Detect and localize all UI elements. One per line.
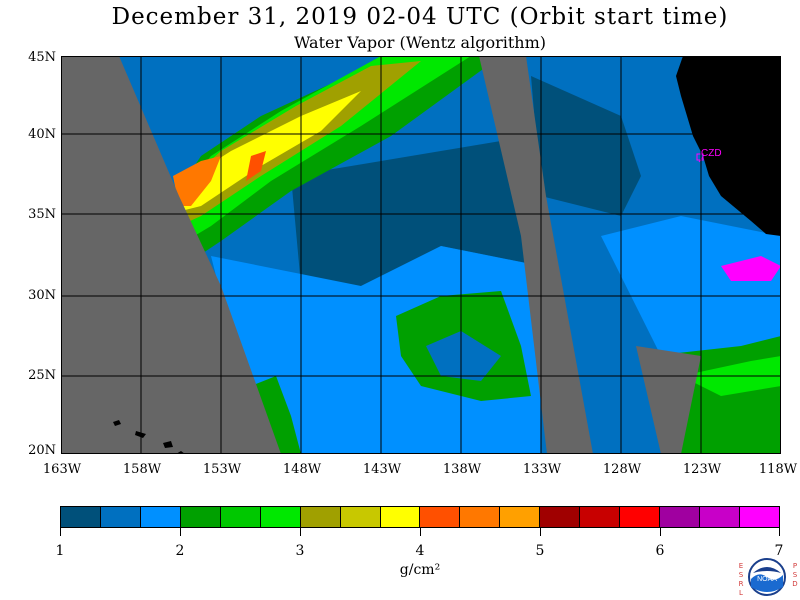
svg-text:NOAA: NOAA [757, 576, 777, 583]
noaa-emblem-icon: NOAA [748, 558, 786, 596]
station-label-czd: CZD [701, 148, 722, 159]
color-bar-swatch [739, 507, 779, 527]
cbar-tick-5 [540, 528, 541, 536]
lon-label-143w: 143W [362, 462, 402, 477]
lat-label-20n: 20N [28, 443, 56, 458]
noaa-esrl-psd-logo: E S R L NOAA P S D [733, 554, 799, 600]
color-bar-swatch [460, 507, 501, 527]
color-bar-swatch [300, 507, 341, 527]
lon-label-128w: 128W [602, 462, 642, 477]
lat-label-25n: 25N [28, 368, 56, 383]
graticule [61, 56, 781, 454]
color-bar-swatch [340, 507, 381, 527]
color-bar-swatch [500, 507, 541, 527]
no-data-west [61, 56, 281, 454]
cbar-tick-7 [779, 528, 780, 536]
color-bar-swatch [540, 507, 581, 527]
cbar-tick-1 [60, 528, 61, 536]
lat-label-45n: 45N [28, 50, 56, 65]
color-bar-swatch [180, 507, 221, 527]
cbar-label-5: 5 [535, 543, 545, 559]
lon-label-148w: 148W [282, 462, 322, 477]
cbar-label-7: 7 [774, 543, 784, 559]
color-bar-swatch [140, 507, 181, 527]
water-vapor-map: CZD [61, 56, 781, 454]
moist-band-outer [161, 56, 501, 261]
logo-right-letters: P S D [792, 562, 798, 588]
cbar-tick-2 [180, 528, 181, 536]
moist-core-red [246, 151, 266, 181]
cbar-label-2: 2 [175, 543, 185, 559]
color-bar-swatch [380, 507, 421, 527]
color-bar-swatch [420, 507, 461, 527]
moist-band-green [169, 56, 471, 241]
cbar-label-1: 1 [55, 543, 65, 559]
map-title: December 31, 2019 02-04 UTC (Orbit start… [111, 4, 729, 30]
color-bar [60, 506, 780, 528]
lon-label-163w: 163W [42, 462, 82, 477]
no-data-gap-east [636, 346, 701, 454]
east-blue-region [601, 216, 781, 356]
color-bar-swatch [260, 507, 301, 527]
lat-label-35n: 35N [28, 207, 56, 222]
colorbar-unit: g/cm² [399, 562, 441, 578]
land-mass [676, 56, 781, 236]
map-frame [61, 56, 781, 454]
color-bar-swatch [620, 507, 661, 527]
color-bar-swatch [580, 507, 621, 527]
moist-band-yellow [176, 91, 361, 211]
cbar-label-3: 3 [295, 543, 305, 559]
map-subtitle: Water Vapor (Wentz algorithm) [293, 33, 546, 52]
logo-left-letters: E S R L [738, 562, 744, 597]
moist-core-orange [173, 156, 221, 206]
lon-label-123w: 123W [682, 462, 722, 477]
cbar-tick-4 [420, 528, 421, 536]
color-bar-swatch [100, 507, 141, 527]
cbar-label-4: 4 [415, 543, 425, 559]
lon-label-118w: 118W [758, 462, 798, 477]
color-bar-swatch [700, 507, 740, 527]
hawaii-islands [113, 420, 185, 454]
dry-region [291, 136, 541, 286]
east-magenta-spot [721, 256, 781, 281]
cbar-label-6: 6 [655, 543, 665, 559]
no-data-gap-middle [479, 56, 593, 454]
color-bar-swatch [61, 507, 101, 527]
lon-label-133w: 133W [522, 462, 562, 477]
east-dry-region [531, 76, 641, 216]
lon-label-158w: 158W [122, 462, 162, 477]
color-bar-swatch [660, 507, 700, 527]
green-swirl-inner [426, 331, 501, 381]
lat-label-30n: 30N [28, 288, 56, 303]
lon-label-138w: 138W [442, 462, 482, 477]
cbar-tick-3 [300, 528, 301, 536]
color-bar-swatch [220, 507, 261, 527]
lon-label-153w: 153W [202, 462, 242, 477]
cbar-tick-6 [660, 528, 661, 536]
lat-label-40n: 40N [28, 127, 56, 142]
